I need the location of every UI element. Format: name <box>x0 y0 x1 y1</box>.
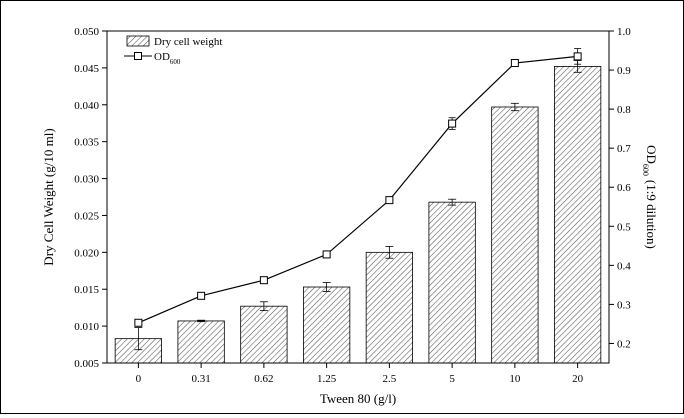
y-right-tick-label-1.0: 1.0 <box>617 26 631 38</box>
y-right-tick-label-0.3: 0.3 <box>617 299 631 311</box>
y-axis-left: 0.005 0.010 0.015 0.020 0.025 0.030 0.035 0.040… <box>74 26 107 370</box>
x-tick-label-1.25: 1.25 <box>317 373 337 385</box>
y-axis-right-title-sub: 600 <box>641 164 650 176</box>
y-axis-right-title-rest: (1:9 dilution) <box>644 180 659 249</box>
y-left-tick-label-0.005: 0.005 <box>74 358 99 370</box>
legend-line-label: OD600 <box>154 51 181 66</box>
plot-area <box>106 30 610 364</box>
y-right-tick-label-0.7: 0.7 <box>617 143 631 155</box>
y-axis-left-title: Dry Cell Weight (g/10 ml) <box>41 128 56 265</box>
x-tick-label-10: 10 <box>509 373 521 385</box>
y-right-tick-label-0.4: 0.4 <box>617 260 631 272</box>
y-axis-right: 0.2 0.3 0.4 0.5 0.6 0.7 0.8 0.9 1.0 <box>609 26 631 350</box>
y-left-tick-label-0.045: 0.045 <box>74 63 99 75</box>
bar-2.5 <box>365 251 413 364</box>
bar-error-bars <box>134 60 582 351</box>
x-tick-label-0.62: 0.62 <box>254 373 273 385</box>
y-axis-right-title: OD600 (1:9 dilution) <box>641 145 659 249</box>
od-line <box>138 55 578 324</box>
bar-5 <box>428 201 476 364</box>
x-axis-title: Tween 80 (g/l) <box>320 391 396 406</box>
y-axis-right-title-od: OD <box>644 145 659 164</box>
x-axis: 0 0.31 0.62 1.25 2.5 5 10 20 <box>136 363 584 385</box>
y-right-tick-label-0.5: 0.5 <box>617 221 631 233</box>
bar-series <box>114 66 602 364</box>
x-tick-label-20: 20 <box>572 373 584 385</box>
bar-1.25 <box>303 286 351 364</box>
bar-0.31 <box>177 320 225 364</box>
od-point-1.25 <box>322 250 331 259</box>
y-left-tick-label-0.030: 0.030 <box>74 174 99 186</box>
legend: Dry cell weight OD600 <box>124 35 222 66</box>
x-tick-label-5: 5 <box>449 373 455 385</box>
legend-line-label-od: OD <box>154 51 170 63</box>
od-point-2.5 <box>385 196 394 205</box>
od-point-0 <box>134 318 143 327</box>
y-left-tick-label-0.025: 0.025 <box>74 210 99 222</box>
y-left-tick-label-0.040: 0.040 <box>74 100 99 112</box>
od-point-5 <box>448 119 457 128</box>
od-line-series <box>134 48 582 327</box>
od-point-10 <box>510 59 519 68</box>
y-right-tick-label-0.9: 0.9 <box>617 65 631 77</box>
od-point-20 <box>573 52 582 61</box>
x-tick-label-0: 0 <box>136 373 142 385</box>
y-right-tick-label-0.8: 0.8 <box>617 104 631 116</box>
y-right-tick-label-0.6: 0.6 <box>617 182 631 194</box>
legend-line-label-sub: 600 <box>170 58 181 66</box>
y-left-tick-label-0.020: 0.020 <box>74 247 99 259</box>
legend-line-marker <box>134 52 142 60</box>
od-point-0.62 <box>259 276 268 285</box>
y-left-tick-label-0.010: 0.010 <box>74 321 99 333</box>
y-left-tick-label-0.015: 0.015 <box>74 284 99 296</box>
od-point-0.31 <box>197 291 206 300</box>
y-left-tick-label-0.050: 0.050 <box>74 26 99 38</box>
y-left-tick-label-0.035: 0.035 <box>74 137 99 149</box>
y-right-tick-label-0.2: 0.2 <box>617 338 631 350</box>
x-tick-label-2.5: 2.5 <box>383 373 397 385</box>
bar-0.62 <box>240 305 288 364</box>
legend-bar-label: Dry cell weight <box>154 36 222 48</box>
legend-bar-swatch <box>126 35 150 47</box>
bar-20 <box>554 66 602 364</box>
x-tick-label-0.31: 0.31 <box>192 373 211 385</box>
bar-10 <box>491 106 539 364</box>
